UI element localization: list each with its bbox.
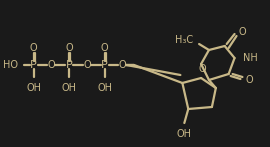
Text: P: P bbox=[101, 60, 108, 70]
Text: OH: OH bbox=[62, 83, 77, 93]
Text: P: P bbox=[66, 60, 73, 70]
Text: H₃C: H₃C bbox=[175, 35, 193, 45]
Text: O: O bbox=[119, 60, 126, 70]
Text: OH: OH bbox=[26, 83, 41, 93]
Text: OH: OH bbox=[97, 83, 112, 93]
Text: O: O bbox=[48, 60, 55, 70]
Text: O: O bbox=[65, 43, 73, 53]
Text: O: O bbox=[198, 64, 206, 74]
Text: O: O bbox=[30, 43, 38, 53]
Text: NH: NH bbox=[244, 53, 258, 63]
Text: O: O bbox=[238, 27, 246, 37]
Text: OH: OH bbox=[177, 129, 192, 139]
Text: P: P bbox=[30, 60, 37, 70]
Text: O: O bbox=[83, 60, 91, 70]
Text: O: O bbox=[245, 75, 253, 85]
Text: HO: HO bbox=[3, 60, 18, 70]
Text: O: O bbox=[101, 43, 108, 53]
